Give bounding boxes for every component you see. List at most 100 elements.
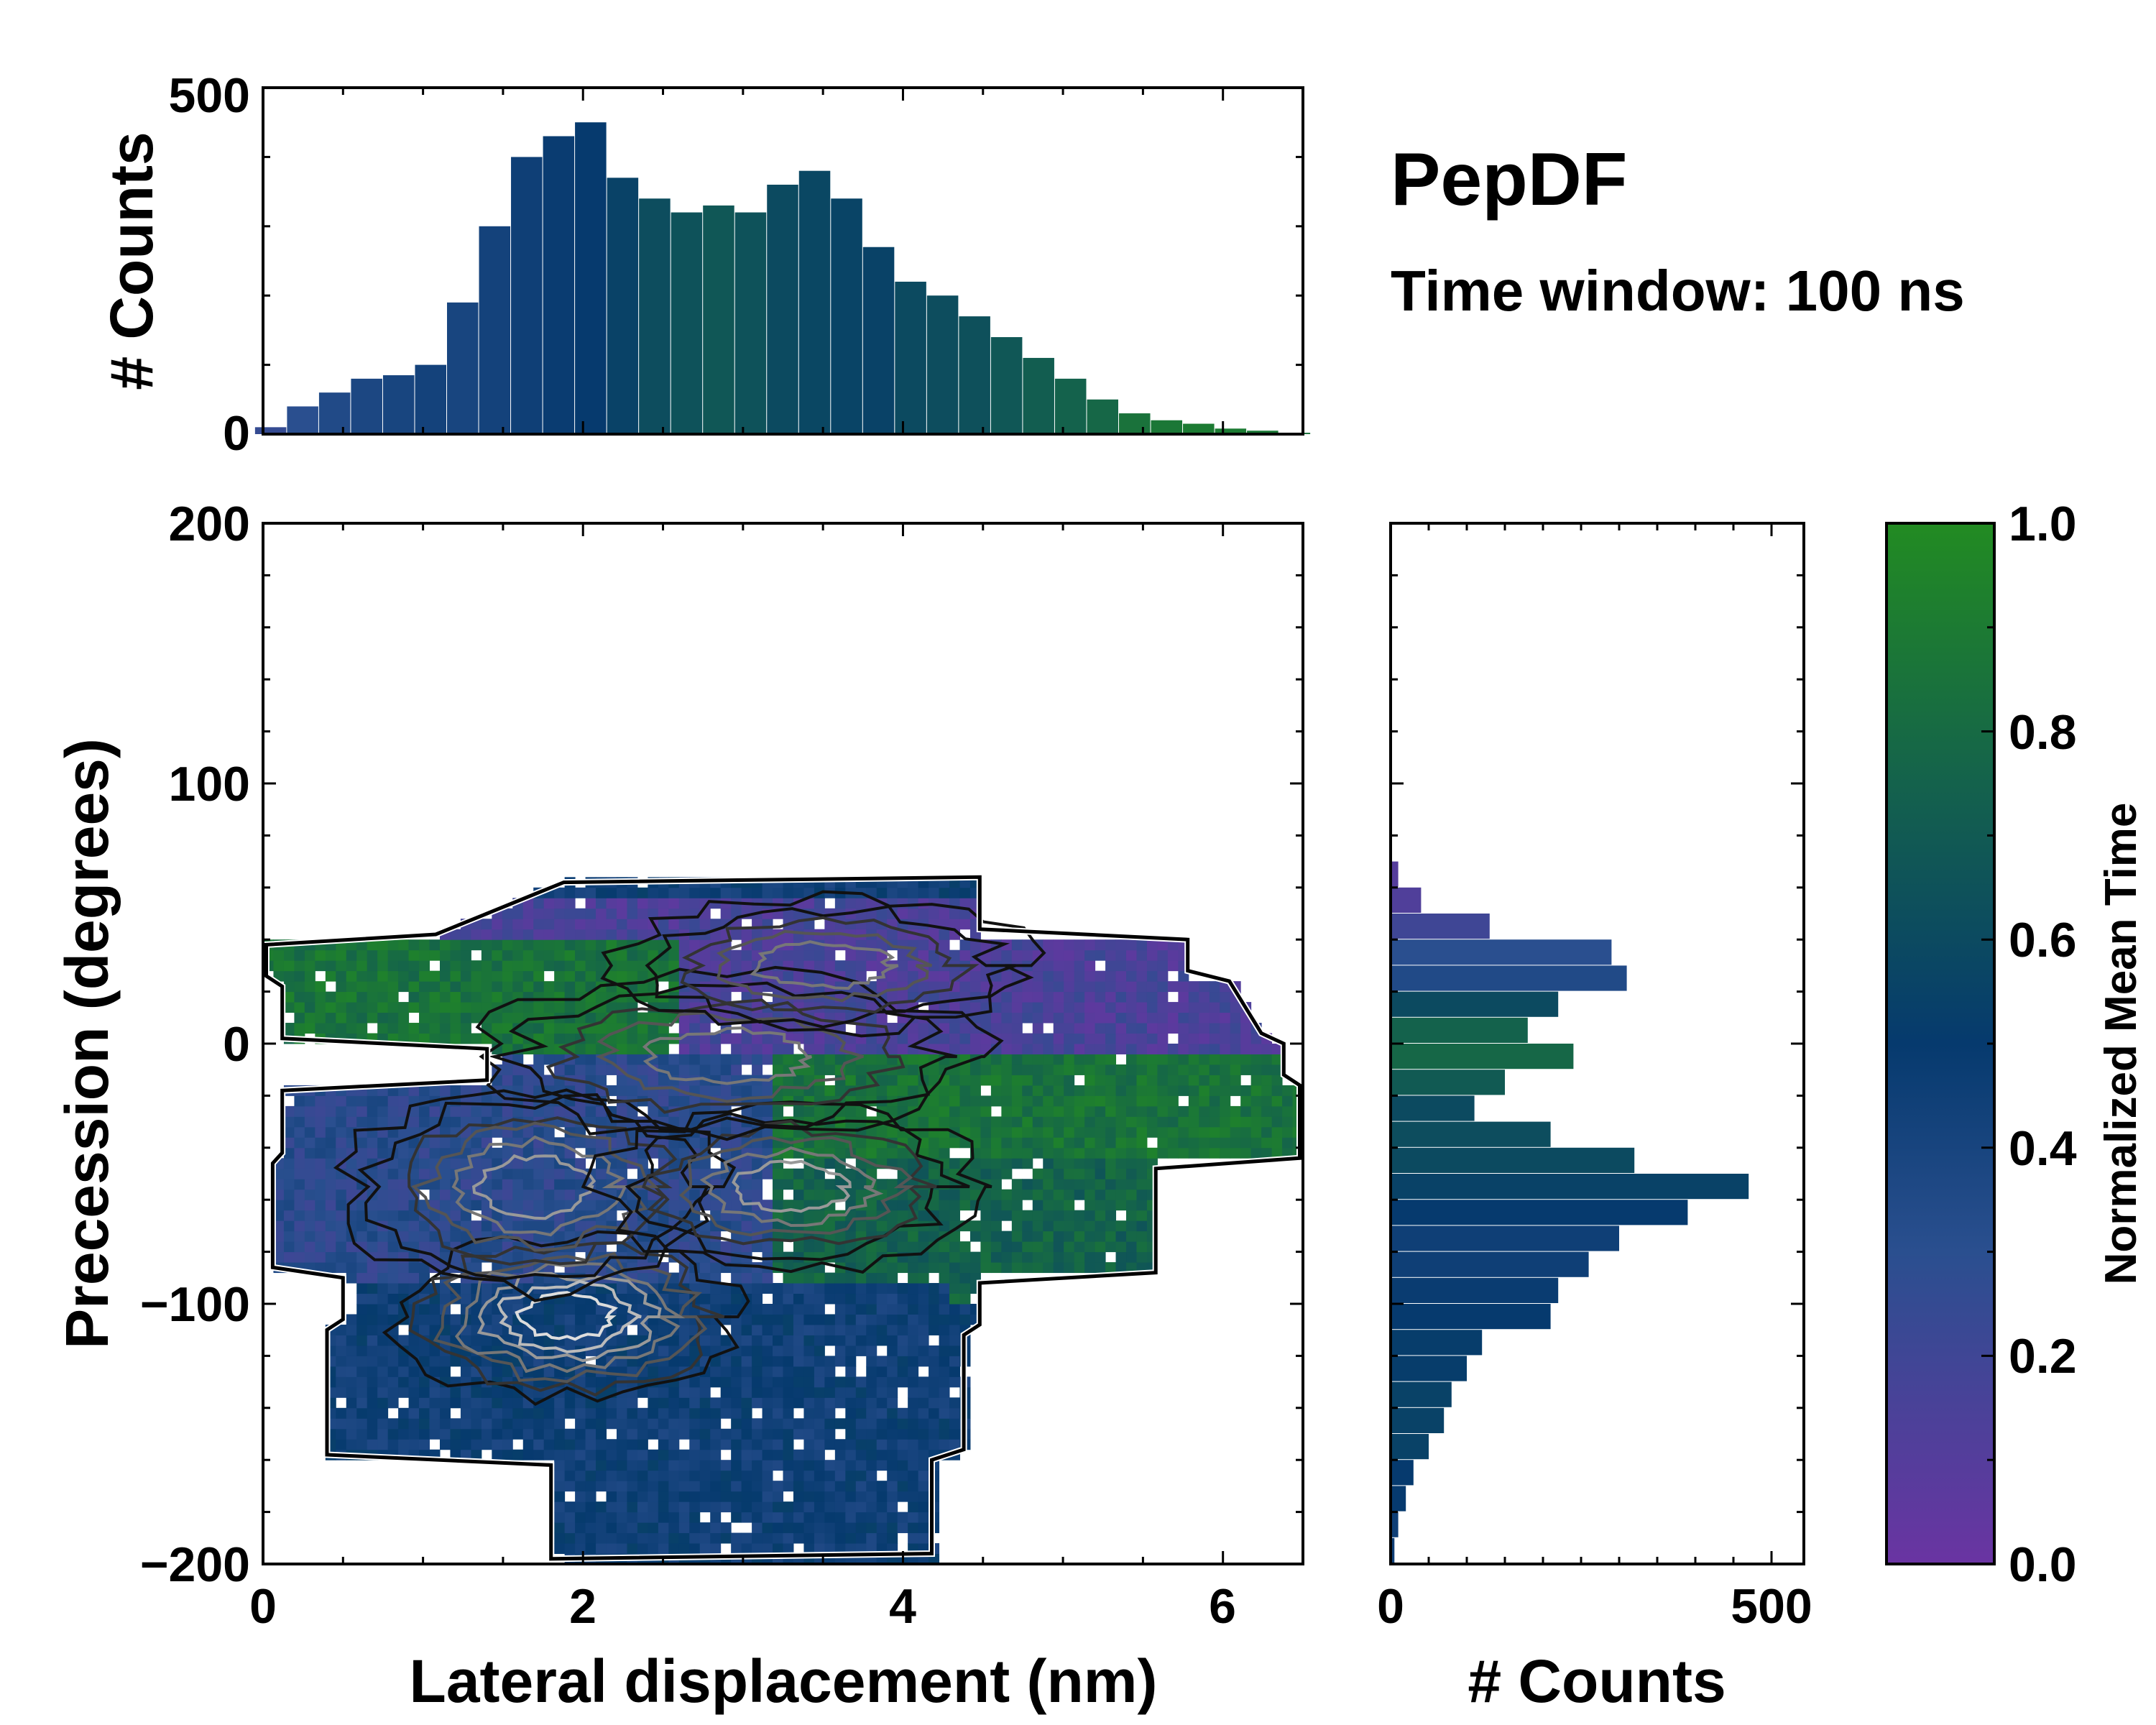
heatmap-cell [762, 1501, 773, 1513]
heatmap-cell [543, 1418, 555, 1430]
heatmap-cell [720, 887, 732, 898]
heatmap-cell [419, 1304, 430, 1315]
heatmap-cell [1209, 1085, 1220, 1096]
heatmap-cell [855, 1283, 867, 1294]
heatmap-cell [752, 1345, 763, 1356]
heatmap-cell [627, 919, 638, 930]
heatmap-cell [678, 1543, 690, 1555]
heatmap-cell [897, 1491, 908, 1502]
heatmap-cell [637, 919, 648, 930]
heatmap-cell [741, 1449, 752, 1460]
heatmap-cell [752, 1397, 763, 1409]
heatmap-cell [834, 1386, 846, 1398]
heatmap-cell [887, 1179, 898, 1190]
heatmap-cell [637, 1470, 648, 1481]
heatmap-cell [419, 939, 430, 951]
heatmap-cell [939, 1324, 950, 1335]
heatmap-cell [429, 981, 441, 993]
heatmap-cell [1167, 939, 1179, 951]
heatmap-cell [533, 1085, 545, 1096]
heatmap-cell [294, 1126, 305, 1138]
heatmap-cell [762, 1272, 773, 1284]
heatmap-cell [741, 1085, 752, 1096]
heatmap-cell [762, 1105, 773, 1117]
heatmap-cell [1043, 1085, 1054, 1096]
heatmap-cell [741, 1044, 752, 1054]
heatmap-cell [419, 1168, 430, 1179]
right-histogram-bar [1391, 1095, 1475, 1121]
heatmap-cell [627, 1532, 638, 1544]
heatmap-cell [283, 949, 295, 961]
heatmap-cell [1032, 970, 1044, 982]
heatmap-cell [887, 1522, 898, 1534]
heatmap-cell [1220, 1075, 1231, 1086]
heatmap-cell [866, 1532, 877, 1544]
heatmap-cell [824, 1220, 836, 1232]
heatmap-cell [429, 970, 441, 982]
heatmap-cell [512, 960, 524, 972]
heatmap-cell [398, 1220, 410, 1232]
heatmap-cell [1240, 1044, 1252, 1054]
heatmap-cell [1022, 981, 1033, 993]
heatmap-cell [731, 1324, 742, 1335]
heatmap-cell [908, 1262, 919, 1274]
heatmap-cell [1146, 1023, 1158, 1034]
heatmap-cell [855, 1220, 867, 1232]
heatmap-cell [1146, 991, 1158, 1003]
right-histogram-bar [1391, 1070, 1505, 1095]
heatmap-cell [741, 1532, 752, 1544]
heatmap-cell [522, 960, 534, 972]
heatmap-cell [897, 1376, 908, 1388]
heatmap-cell [554, 1449, 566, 1460]
heatmap-cell [1032, 991, 1044, 1003]
heatmap-cell [658, 1397, 669, 1409]
heatmap-cell [908, 1324, 919, 1335]
heatmap-cell [845, 1283, 857, 1294]
heatmap-cell [481, 939, 492, 951]
heatmap-cell [533, 1335, 545, 1346]
heatmap-cell [460, 1002, 471, 1013]
heatmap-cell [554, 898, 566, 909]
heatmap-cell [678, 1491, 690, 1502]
heatmap-cell [1032, 1075, 1044, 1086]
heatmap-cell [596, 1168, 607, 1179]
heatmap-cell [699, 1501, 711, 1513]
heatmap-cell [1095, 970, 1106, 982]
heatmap-cell [616, 1033, 627, 1044]
density-contour [407, 1116, 678, 1266]
heatmap-cell [554, 1470, 566, 1481]
heatmap-cell [460, 1439, 471, 1450]
heatmap-cell [492, 1428, 503, 1440]
heatmap-cell [1126, 1105, 1137, 1117]
heatmap-cell [1157, 1126, 1169, 1138]
heatmap-cell [803, 1241, 815, 1253]
heatmap-cell [834, 1460, 846, 1471]
heatmap-cell [720, 1335, 732, 1346]
heatmap-cell [741, 1470, 752, 1481]
heatmap-cell [668, 1397, 680, 1409]
heatmap-cell [336, 1356, 347, 1367]
heatmap-cell [336, 1230, 347, 1242]
heatmap-cell [1240, 1023, 1252, 1034]
heatmap-cell [367, 1314, 378, 1325]
heatmap-cell [481, 1002, 492, 1013]
heatmap-cell [1136, 939, 1148, 951]
heatmap-cell [1209, 1116, 1220, 1128]
heatmap-cell [814, 1241, 825, 1253]
heatmap-cell [346, 1407, 357, 1419]
heatmap-cell [1188, 1075, 1199, 1086]
heatmap-cell [304, 1095, 315, 1107]
heatmap-cell [897, 1324, 908, 1335]
heatmap-cell [887, 1439, 898, 1450]
heatmap-cell [929, 960, 940, 972]
heatmap-cell [845, 1501, 857, 1513]
heatmap-cell [908, 1345, 919, 1356]
heatmap-cell [824, 1044, 836, 1054]
heatmap-cell [1136, 1105, 1148, 1117]
heatmap-cell [689, 1023, 701, 1034]
heatmap-cell [866, 1293, 877, 1305]
heatmap-cell [845, 1075, 857, 1086]
heatmap-cell [741, 1543, 752, 1555]
heatmap-cell [627, 970, 638, 982]
heatmap-cell [637, 960, 648, 972]
